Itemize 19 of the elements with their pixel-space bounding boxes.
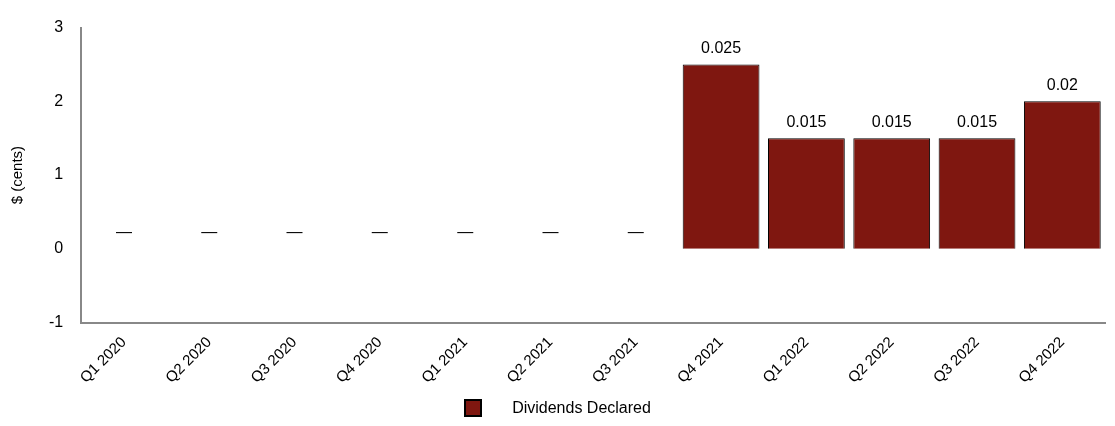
y-tick-label: 3 bbox=[54, 18, 64, 36]
annotation: 0.025 bbox=[701, 38, 742, 56]
annotation: — bbox=[627, 223, 644, 241]
y-axis-title: $ (cents) bbox=[8, 145, 26, 205]
y-tick-label: -1 bbox=[48, 312, 64, 330]
annotation: 0.02 bbox=[1046, 75, 1079, 93]
annotation: — bbox=[371, 223, 388, 241]
y-tick-label: 0 bbox=[54, 239, 64, 257]
annotation: — bbox=[201, 223, 218, 241]
annotation: 0.015 bbox=[871, 112, 912, 130]
annotation: — bbox=[286, 223, 303, 241]
annotation: — bbox=[115, 223, 132, 241]
legend-label: Dividends Declared bbox=[512, 399, 651, 417]
annotation: — bbox=[542, 223, 559, 241]
y-tick-label: 2 bbox=[54, 91, 64, 109]
annotation: — bbox=[457, 223, 474, 241]
annotation: 0.015 bbox=[786, 112, 827, 130]
annotation: 0.015 bbox=[957, 112, 998, 130]
y-tick-label: 1 bbox=[54, 165, 64, 183]
